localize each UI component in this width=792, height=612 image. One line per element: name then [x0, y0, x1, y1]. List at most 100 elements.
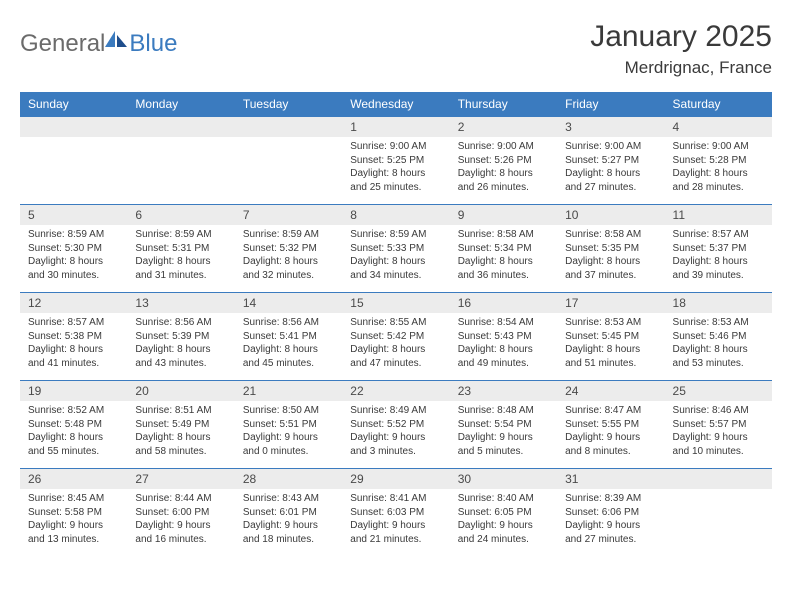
day1-text: Daylight: 9 hours — [28, 519, 119, 533]
day-number: 1 — [342, 117, 449, 138]
day1-text: Daylight: 8 hours — [135, 255, 226, 269]
day-cell — [665, 489, 772, 556]
page-header: General Blue January 2025 Merdrignac, Fr… — [20, 20, 772, 78]
sunset-text: Sunset: 5:31 PM — [135, 242, 226, 256]
sunrise-text: Sunrise: 9:00 AM — [350, 140, 441, 154]
day2-text: and 24 minutes. — [458, 533, 549, 547]
day2-text: and 55 minutes. — [28, 445, 119, 459]
day1-text: Daylight: 8 hours — [565, 255, 656, 269]
day-number-row: 262728293031 — [20, 469, 772, 490]
day-number-row: 19202122232425 — [20, 381, 772, 402]
day-cell: Sunrise: 8:45 AMSunset: 5:58 PMDaylight:… — [20, 489, 127, 556]
day-data-row: Sunrise: 8:45 AMSunset: 5:58 PMDaylight:… — [20, 489, 772, 556]
day-cell: Sunrise: 8:43 AMSunset: 6:01 PMDaylight:… — [235, 489, 342, 556]
sunset-text: Sunset: 5:48 PM — [28, 418, 119, 432]
sunrise-text: Sunrise: 8:44 AM — [135, 492, 226, 506]
sunset-text: Sunset: 5:33 PM — [350, 242, 441, 256]
day-cell: Sunrise: 8:41 AMSunset: 6:03 PMDaylight:… — [342, 489, 449, 556]
day-number: 23 — [450, 381, 557, 402]
day2-text: and 41 minutes. — [28, 357, 119, 371]
sunset-text: Sunset: 5:28 PM — [673, 154, 764, 168]
sunrise-text: Sunrise: 8:50 AM — [243, 404, 334, 418]
day1-text: Daylight: 9 hours — [458, 431, 549, 445]
day-cell: Sunrise: 8:47 AMSunset: 5:55 PMDaylight:… — [557, 401, 664, 469]
day1-text: Daylight: 8 hours — [673, 255, 764, 269]
day2-text: and 16 minutes. — [135, 533, 226, 547]
day-number: 30 — [450, 469, 557, 490]
day-cell: Sunrise: 8:59 AMSunset: 5:33 PMDaylight:… — [342, 225, 449, 293]
logo-sail-icon — [105, 31, 127, 47]
sunset-text: Sunset: 6:01 PM — [243, 506, 334, 520]
sunset-text: Sunset: 5:39 PM — [135, 330, 226, 344]
location-label: Merdrignac, France — [590, 58, 772, 78]
day1-text: Daylight: 8 hours — [458, 167, 549, 181]
day-cell: Sunrise: 8:59 AMSunset: 5:32 PMDaylight:… — [235, 225, 342, 293]
day-number-row: 1234 — [20, 117, 772, 138]
day-number: 14 — [235, 293, 342, 314]
day-number: 24 — [557, 381, 664, 402]
day-cell — [20, 137, 127, 205]
day1-text: Daylight: 9 hours — [565, 519, 656, 533]
sunrise-text: Sunrise: 8:46 AM — [673, 404, 764, 418]
sunset-text: Sunset: 5:25 PM — [350, 154, 441, 168]
day-cell: Sunrise: 8:44 AMSunset: 6:00 PMDaylight:… — [127, 489, 234, 556]
sunrise-text: Sunrise: 8:45 AM — [28, 492, 119, 506]
weekday-header: Wednesday — [342, 92, 449, 117]
day-number: 17 — [557, 293, 664, 314]
day1-text: Daylight: 8 hours — [673, 343, 764, 357]
day-number: 4 — [665, 117, 772, 138]
day-cell: Sunrise: 8:57 AMSunset: 5:37 PMDaylight:… — [665, 225, 772, 293]
sunset-text: Sunset: 5:27 PM — [565, 154, 656, 168]
day2-text: and 43 minutes. — [135, 357, 226, 371]
day2-text: and 30 minutes. — [28, 269, 119, 283]
sunset-text: Sunset: 5:34 PM — [458, 242, 549, 256]
sunrise-text: Sunrise: 8:57 AM — [28, 316, 119, 330]
day2-text: and 0 minutes. — [243, 445, 334, 459]
day-cell: Sunrise: 8:53 AMSunset: 5:46 PMDaylight:… — [665, 313, 772, 381]
day-number: 19 — [20, 381, 127, 402]
day1-text: Daylight: 8 hours — [458, 255, 549, 269]
day1-text: Daylight: 9 hours — [673, 431, 764, 445]
day-number: 28 — [235, 469, 342, 490]
day1-text: Daylight: 8 hours — [565, 343, 656, 357]
sunrise-text: Sunrise: 8:52 AM — [28, 404, 119, 418]
day-number — [665, 469, 772, 490]
day-number: 31 — [557, 469, 664, 490]
day-number-row: 12131415161718 — [20, 293, 772, 314]
sunset-text: Sunset: 6:06 PM — [565, 506, 656, 520]
logo-text-right: Blue — [129, 30, 177, 58]
day-cell: Sunrise: 8:59 AMSunset: 5:31 PMDaylight:… — [127, 225, 234, 293]
day-data-row: Sunrise: 8:59 AMSunset: 5:30 PMDaylight:… — [20, 225, 772, 293]
day1-text: Daylight: 8 hours — [135, 431, 226, 445]
day1-text: Daylight: 8 hours — [28, 255, 119, 269]
day2-text: and 36 minutes. — [458, 269, 549, 283]
sunset-text: Sunset: 5:42 PM — [350, 330, 441, 344]
month-title: January 2025 — [590, 20, 772, 54]
sunset-text: Sunset: 6:00 PM — [135, 506, 226, 520]
day1-text: Daylight: 8 hours — [243, 343, 334, 357]
day-cell: Sunrise: 8:40 AMSunset: 6:05 PMDaylight:… — [450, 489, 557, 556]
day2-text: and 34 minutes. — [350, 269, 441, 283]
day2-text: and 49 minutes. — [458, 357, 549, 371]
day-number: 18 — [665, 293, 772, 314]
day-cell: Sunrise: 8:46 AMSunset: 5:57 PMDaylight:… — [665, 401, 772, 469]
sunrise-text: Sunrise: 8:59 AM — [28, 228, 119, 242]
sunset-text: Sunset: 5:35 PM — [565, 242, 656, 256]
day2-text: and 39 minutes. — [673, 269, 764, 283]
day-number: 3 — [557, 117, 664, 138]
day-cell — [127, 137, 234, 205]
day2-text: and 47 minutes. — [350, 357, 441, 371]
day-cell: Sunrise: 8:56 AMSunset: 5:39 PMDaylight:… — [127, 313, 234, 381]
day-number-row: 567891011 — [20, 205, 772, 226]
day-cell: Sunrise: 8:50 AMSunset: 5:51 PMDaylight:… — [235, 401, 342, 469]
day-number: 26 — [20, 469, 127, 490]
day-number: 13 — [127, 293, 234, 314]
day-cell: Sunrise: 8:55 AMSunset: 5:42 PMDaylight:… — [342, 313, 449, 381]
day2-text: and 13 minutes. — [28, 533, 119, 547]
day-cell: Sunrise: 9:00 AMSunset: 5:27 PMDaylight:… — [557, 137, 664, 205]
sunrise-text: Sunrise: 8:54 AM — [458, 316, 549, 330]
sunset-text: Sunset: 5:52 PM — [350, 418, 441, 432]
day1-text: Daylight: 9 hours — [135, 519, 226, 533]
day-number — [235, 117, 342, 138]
day-number: 10 — [557, 205, 664, 226]
